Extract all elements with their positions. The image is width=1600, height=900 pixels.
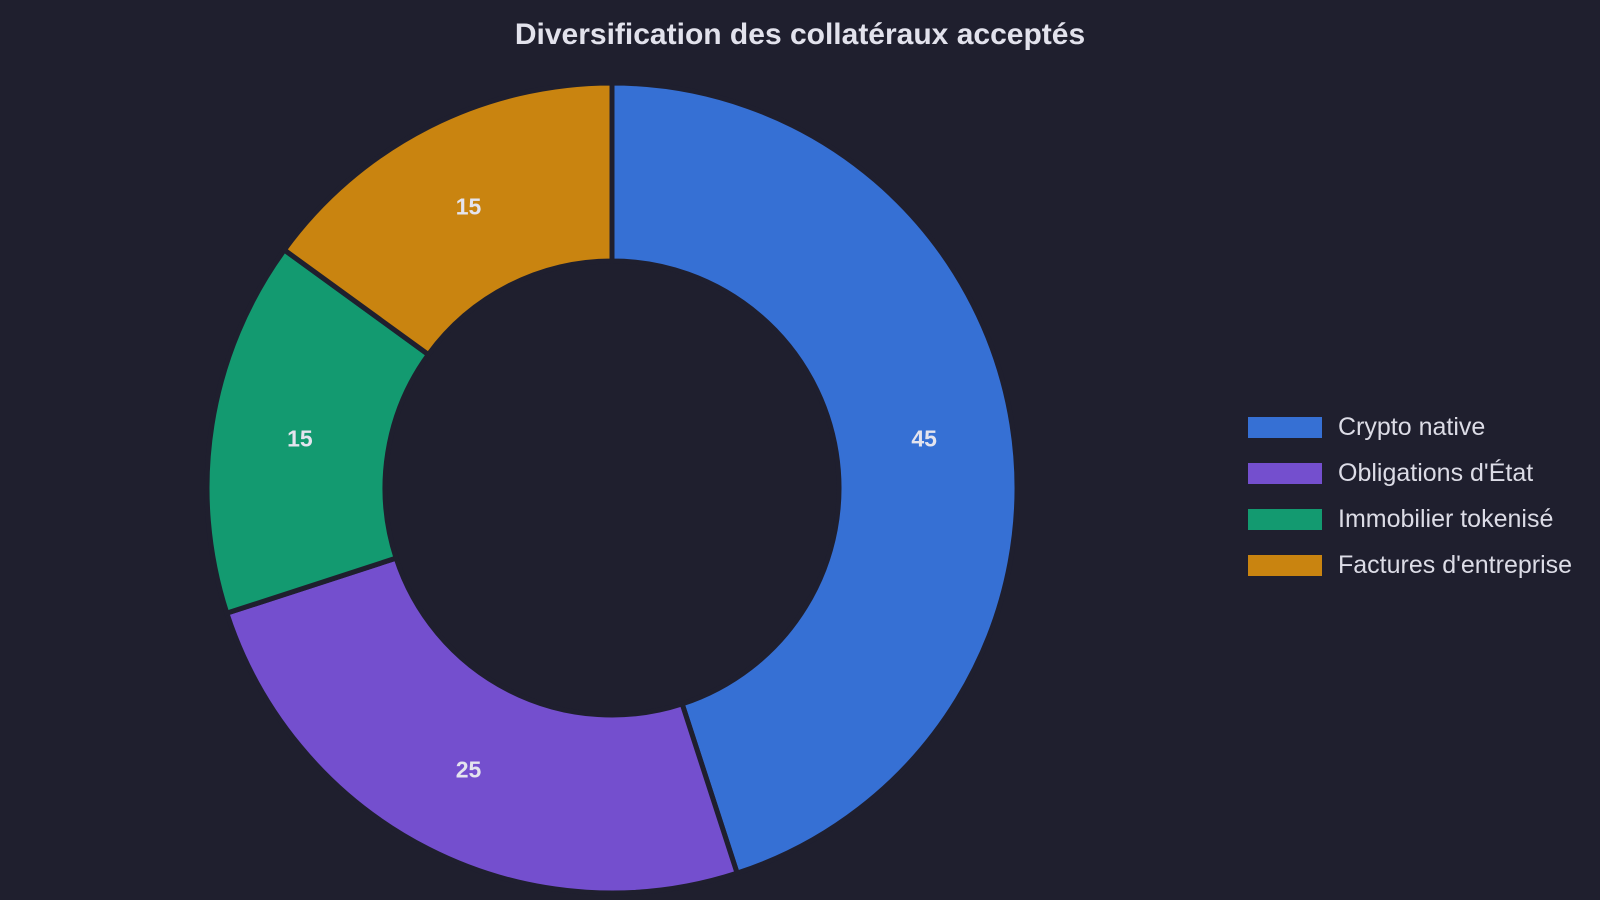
data-label-crypto-native: 45 <box>911 426 937 452</box>
legend-label: Immobilier tokenisé <box>1338 504 1554 533</box>
legend-label: Factures d'entreprise <box>1338 550 1573 579</box>
data-label-obligations-d-etat: 25 <box>456 757 482 783</box>
legend-swatch <box>1248 508 1322 530</box>
slice-crypto-native <box>609 80 1020 877</box>
legend-item-factures-d-entreprise: Factures d'entreprise <box>1248 542 1572 588</box>
slice-obligations-d-etat <box>223 554 741 896</box>
legend-label: Crypto native <box>1338 412 1486 441</box>
legend-label: Obligations d'État <box>1338 458 1534 487</box>
legend-item-crypto-native: Crypto native <box>1248 404 1572 450</box>
legend-swatch <box>1248 554 1322 576</box>
legend-swatch <box>1248 462 1322 484</box>
legend: Crypto native Obligations d'État Immobilie… <box>1248 404 1572 588</box>
slice-factures-d-entreprise <box>280 80 615 359</box>
legend-item-immobilier-tokenise: Immobilier tokenisé <box>1248 496 1572 542</box>
legend-swatch <box>1248 416 1322 438</box>
chart-title: Diversification des collatéraux acceptés <box>514 18 1086 51</box>
slice-immobilier-tokenise <box>204 246 432 617</box>
legend-item-obligations-d-etat: Obligations d'État <box>1248 450 1572 496</box>
data-label-immobilier-tokenise: 15 <box>287 426 313 452</box>
data-label-factures-d-entreprise: 15 <box>456 193 482 219</box>
